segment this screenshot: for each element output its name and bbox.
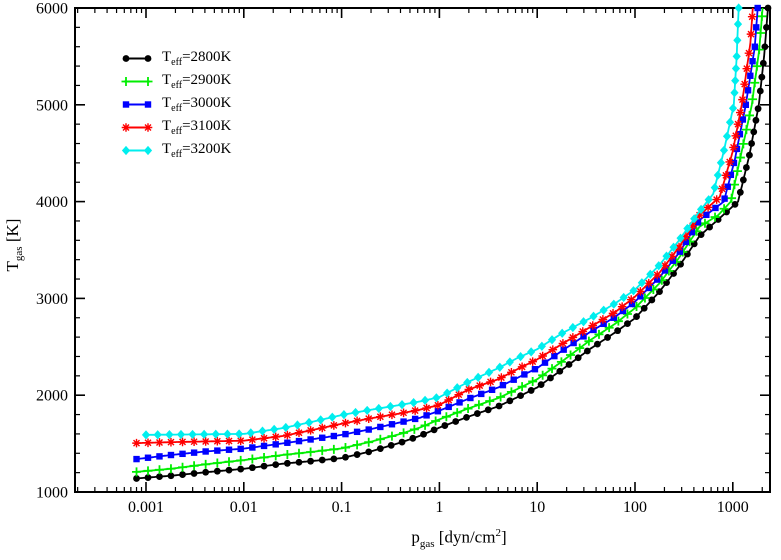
series-line [145,7,740,436]
x-tick-label: 0.001 [128,499,164,516]
y-tick-label: 5000 [36,97,68,114]
series-teff-3000k [133,4,761,463]
y-tick-label: 6000 [36,1,68,18]
x-tick-label: 1000 [717,499,749,516]
y-tick-label: 4000 [36,194,68,211]
series-markers [132,12,757,448]
legend-entry-teff-3200: Teff=3200K [121,139,231,162]
x-tick-label: 10 [529,499,545,516]
plot-frame [74,7,771,493]
legend-swatch-star [121,123,153,132]
x-tick-label: 1 [435,499,443,516]
legend-label: Teff=2800K [162,48,232,68]
series-markers [141,3,743,440]
legend-entry-teff-3000: Teff=3000K [121,93,231,116]
series-teff-3100k [132,7,757,448]
series-teff-3200k [141,3,743,440]
y-tick-label: 3000 [36,291,68,308]
x-tick-labels: 0.001 0.01 0.1 1 10 100 1000 [128,499,749,516]
y-tick-label: 1000 [36,485,68,502]
legend-swatch-plus [121,77,153,86]
y-tick-label: 2000 [36,388,68,405]
legend-swatch-circle [122,55,152,62]
series-markers [132,11,767,477]
x-tick-label: 100 [623,499,647,516]
legend-label: Teff=2900K [162,71,232,91]
x-tick-label: 0.01 [230,499,258,516]
legend-label: Teff=3100K [162,117,232,137]
series-markers [133,4,772,482]
series-teff-2800k [133,4,772,482]
legend-entry-teff-2800: Teff=2800K [121,47,231,70]
series-markers [133,4,761,463]
series-teff-2900k [132,7,767,477]
legend-swatch-square [122,101,152,108]
legend-entry-teff-2900: Teff=2900K [121,70,231,93]
y-axis-label: Tgas [K] [2,218,26,272]
legend-swatch-diamond [121,145,153,156]
y-tick-labels: 1000 2000 3000 4000 5000 6000 [36,1,68,502]
legend: Teff=2800K Teff=2900K Teff=3000K Teff=31… [121,47,231,162]
x-axis-label: pgas [dyn/cm2] [411,527,507,551]
legend-entry-teff-3100: Teff=3100K [121,116,231,139]
legend-label: Teff=3000K [162,94,232,114]
x-tick-label: 0.1 [332,499,352,516]
legend-label: Teff=3200K [162,140,232,160]
